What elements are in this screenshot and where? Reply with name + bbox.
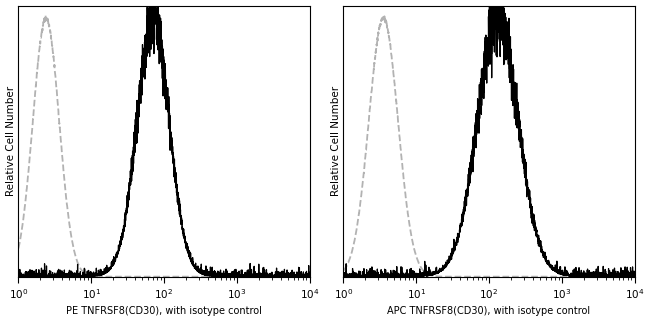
Y-axis label: Relative Cell Number: Relative Cell Number bbox=[6, 86, 16, 196]
X-axis label: PE TNFRSF8(CD30), with isotype control: PE TNFRSF8(CD30), with isotype control bbox=[66, 307, 262, 317]
X-axis label: APC TNFRSF8(CD30), with isotype control: APC TNFRSF8(CD30), with isotype control bbox=[387, 307, 591, 317]
Y-axis label: Relative Cell Number: Relative Cell Number bbox=[331, 86, 341, 196]
